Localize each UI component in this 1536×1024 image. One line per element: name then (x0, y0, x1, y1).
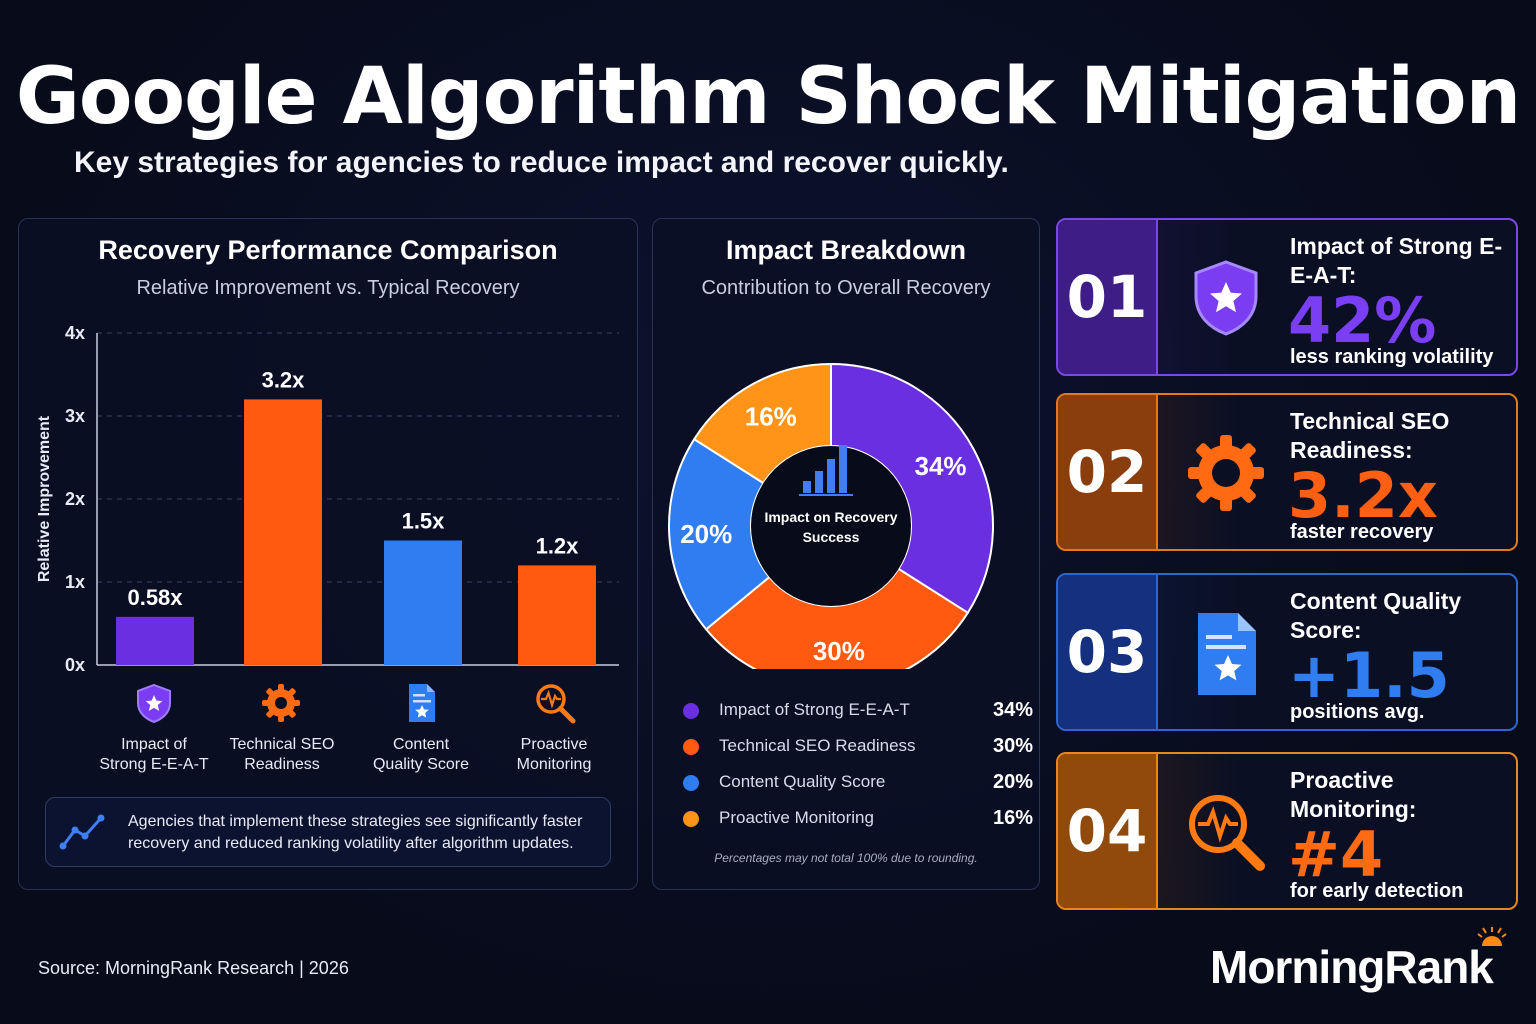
bar-chart-subtitle: Relative Improvement vs. Typical Recover… (136, 277, 520, 299)
legend-swatch (683, 775, 699, 791)
slice-value-label: 34% (915, 451, 967, 481)
legend-item: Content Quality Score 20% (683, 771, 1033, 795)
card-label: Impact of Strong E-E-A-T: (1290, 233, 1503, 288)
legend-label: Technical SEO Readiness (719, 736, 916, 755)
brand-logo: MorningRank (1210, 941, 1494, 993)
bar (244, 399, 322, 665)
card-number: 04 (1058, 754, 1158, 908)
stat-card: 03 Content Quality Score: +1.5 positions av… (1056, 573, 1518, 731)
legend-item: Impact of Strong E-E-A-T 34% (683, 699, 1033, 723)
gear-icon (1184, 431, 1268, 515)
card-label: Content Quality Score: (1290, 588, 1462, 643)
magnifier-pulse-icon (1184, 790, 1268, 874)
bar-value-label: 0.58x (127, 585, 183, 610)
y-tick-label: 2x (65, 489, 85, 509)
gear-icon (262, 684, 300, 722)
slice-value-label: 20% (680, 519, 732, 549)
card-description: for early detection (1290, 880, 1464, 902)
card-label: Proactive Monitoring: (1290, 767, 1417, 822)
donut-center-label: Impact on Recovery (764, 509, 897, 525)
legend-item: Technical SEO Readiness 30% (683, 735, 1033, 759)
bar-value-label: 1.5x (402, 509, 446, 534)
category-label: Content Quality Score (372, 736, 470, 773)
donut-chart-subtitle: Contribution to Overall Recovery (701, 277, 991, 299)
legend-swatch (683, 739, 699, 755)
shield-star-icon (137, 683, 171, 724)
legend-label: Impact of Strong E-E-A-T (719, 700, 910, 719)
legend-swatch (683, 703, 699, 719)
magnifier-pulse-icon (536, 684, 576, 724)
card-description: less ranking volatility (1290, 346, 1494, 368)
card-description: faster recovery (1290, 521, 1434, 543)
legend-value: 30% (992, 735, 1033, 757)
source-note: Source: MorningRank Research | 2026 (38, 958, 349, 978)
legend-value: 20% (992, 771, 1033, 793)
donut-chart: Impact on Recovery Success 34% 30% 20% 16% (668, 362, 994, 669)
card-value: 42% (1288, 284, 1437, 357)
bar-value-label: 1.2x (536, 533, 580, 558)
trend-line-icon (59, 814, 105, 850)
donut-center-label: Success (803, 529, 860, 545)
shield-star-icon (1184, 256, 1268, 340)
card-number: 03 (1058, 575, 1158, 729)
stat-card: 04 Proactive Monitoring: #4 for early detec… (1056, 752, 1518, 910)
bar (384, 540, 462, 665)
slice-value-label: 30% (813, 636, 865, 666)
category-label: Technical SEO Readiness (229, 736, 335, 773)
rising-sun-icon (1477, 927, 1507, 946)
y-tick-label: 1x (65, 572, 85, 592)
y-axis-label: Relative Improvement (36, 415, 53, 582)
bar-value-label: 3.2x (262, 367, 306, 392)
bar (518, 565, 596, 665)
card-description: positions avg. (1290, 701, 1425, 723)
page-subtitle: Key strategies for agencies to reduce im… (74, 146, 1009, 179)
stat-card: 02 Technical SEO Readiness: 3.2x faster rec… (1056, 393, 1518, 551)
document-star-icon (409, 684, 435, 722)
donut-chart-panel: Impact Breakdown Contribution to Overall… (652, 218, 1040, 890)
legend-label: Content Quality Score (719, 772, 886, 791)
y-tick-label: 0x (65, 655, 85, 675)
bar-chart-title: Recovery Performance Comparison (98, 235, 558, 265)
page-title: Google Algorithm Shock Mitigation (15, 52, 1521, 142)
document-star-icon (1184, 611, 1268, 695)
bar (116, 616, 194, 665)
category-label: Impact of Strong E-E-A-T (99, 736, 209, 773)
stat-card: 01 Impact of Strong E-E-A-T: 42% less ranki… (1056, 218, 1518, 376)
card-number: 02 (1058, 395, 1158, 549)
legend-value: 34% (992, 699, 1033, 721)
legend-swatch (683, 811, 699, 827)
legend-label: Proactive Monitoring (719, 808, 874, 827)
card-label: Technical SEO Readiness: (1290, 408, 1450, 463)
card-value: +1.5 (1288, 639, 1450, 712)
card-number: 01 (1058, 220, 1158, 374)
y-tick-label: 3x (65, 406, 85, 426)
y-tick-label: 4x (65, 323, 85, 343)
legend-item: Proactive Monitoring 16% (683, 807, 1033, 831)
insight-note-text: Agencies that implement these strategies… (128, 813, 583, 852)
donut-chart-title: Impact Breakdown (725, 235, 967, 265)
card-value: #4 (1288, 818, 1384, 891)
insight-note: Agencies that implement these strategies… (45, 797, 611, 867)
card-value: 3.2x (1288, 459, 1438, 532)
legend-value: 16% (992, 807, 1033, 829)
donut-footnote: Percentages may not total 100% due to ro… (714, 851, 978, 865)
slice-value-label: 16% (745, 401, 797, 431)
category-label: Proactive Monitoring (516, 736, 592, 773)
bar-chart: Relative Improvement 0x 1x 2x 3x 4x 0.58x 3.2… (36, 323, 619, 675)
bar-chart-icon (799, 445, 853, 496)
bar-chart-panel: Recovery Performance Comparison Relative… (18, 218, 638, 890)
